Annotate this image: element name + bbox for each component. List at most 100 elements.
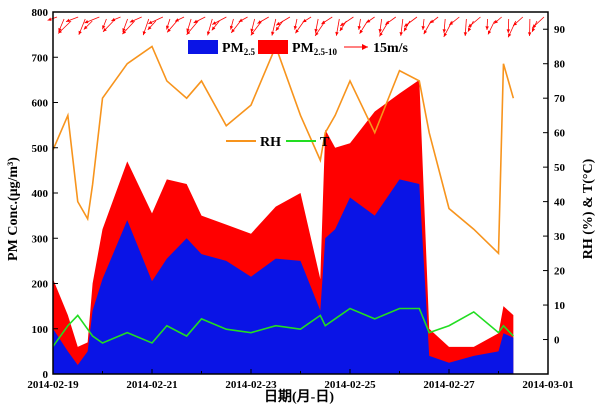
legend-label-rh: RH: [260, 135, 281, 150]
y-right-tick-label: 40: [554, 197, 566, 209]
y-left-tick-label: 0: [43, 369, 49, 381]
y-axis-right-label: RH (%) & T(°C): [581, 158, 596, 259]
wind-vector-head: [366, 19, 371, 23]
wind-vector-head: [147, 26, 152, 30]
wind-vector-head: [531, 27, 536, 32]
wind-vector-head: [315, 31, 319, 36]
wind-vector-head: [485, 26, 489, 30]
x-tick-label: 2014-03-01: [522, 379, 573, 391]
wind-vector-head: [359, 29, 363, 34]
series-pm25-area: [53, 179, 514, 374]
series-t-line: [52, 307, 514, 347]
y-left-tick-label: 500: [32, 143, 49, 155]
y-right-tick-label: 80: [554, 59, 566, 71]
y-right-tick-label: 0: [554, 335, 560, 347]
wind-vector-head: [449, 21, 454, 26]
x-tick-label: 2014-02-21: [126, 379, 177, 391]
wind-vector-head: [212, 21, 217, 25]
wind-vector-head: [165, 25, 170, 30]
wind-vector-head: [399, 32, 403, 36]
x-tick-label: 2014-02-25: [324, 379, 376, 391]
wind-vector-head: [211, 26, 216, 31]
wind-vector-head: [335, 31, 339, 36]
wind-vector-head: [111, 17, 116, 22]
legend-label-wind: 15m/s: [373, 41, 409, 56]
wind-vector-head: [122, 28, 126, 33]
wind-vector-head: [58, 29, 62, 34]
y-left-tick-label: 100: [32, 324, 49, 336]
y-left-tick-label: 300: [32, 233, 49, 245]
wind-vector-head: [238, 18, 243, 22]
y-left-tick-label: 400: [32, 188, 49, 200]
legend-top: PM2.5 PM2.5-10 15m/s: [188, 40, 409, 57]
wind-vector-head: [508, 33, 512, 38]
wind-vector-head: [186, 28, 190, 33]
wind-vector-head: [302, 18, 307, 23]
wind-vector-head: [378, 29, 382, 33]
x-axis-label: 日期(月-日): [264, 389, 334, 405]
wind-vector-head: [175, 18, 180, 22]
y-right-tick-label: 30: [554, 231, 566, 243]
wind-vector-head: [442, 29, 447, 33]
legend-label-pm25: PM2.5: [222, 41, 256, 57]
wind-vector-head: [276, 21, 281, 26]
wind-vector-head: [47, 17, 52, 21]
y-left-tick-label: 200: [32, 279, 49, 291]
legend-label-pm2510: PM2.5-10: [292, 41, 338, 57]
wind-vector-head: [293, 25, 298, 30]
x-tick-label: 2014-02-23: [225, 379, 277, 391]
wind-vector-head: [494, 19, 498, 24]
y-right-tick-label: 10: [554, 300, 566, 312]
y-left-tick-label: 600: [32, 98, 49, 110]
y-axis-left-label: PM Conc.(μg/m³): [6, 157, 21, 261]
wind-vector-head: [463, 32, 468, 36]
y-right-tick-label: 20: [554, 266, 566, 278]
wind-vector-head: [231, 28, 235, 33]
wind-vector-head: [379, 32, 383, 37]
y-left-tick-label: 700: [32, 52, 49, 64]
wind-vector-head: [148, 20, 153, 24]
wind-vector-head: [142, 31, 147, 36]
y-right-tick-label: 60: [554, 128, 566, 140]
y-right-tick-label: 50: [554, 162, 566, 174]
wind-vector-head: [167, 28, 171, 33]
wind-vector-head: [527, 32, 532, 36]
wind-vector-head: [78, 30, 82, 35]
wind-vector-head: [250, 28, 254, 33]
wind-vectors: [47, 16, 545, 38]
y-left-tick-label: 800: [32, 7, 49, 19]
wind-vector-head: [193, 19, 198, 23]
wind-vector-head: [271, 31, 275, 36]
wind-vector-head: [488, 30, 492, 35]
wind-vector-head: [403, 27, 408, 32]
wind-vector-head: [122, 30, 127, 35]
wind-vector-head: [357, 26, 362, 30]
legend-swatch-pm2510: [258, 40, 288, 54]
wind-vector-head: [103, 27, 107, 32]
x-tick-label: 2014-02-19: [27, 379, 79, 391]
wind-vector-head: [339, 27, 344, 32]
wind-vector-head: [84, 20, 89, 24]
wind-vector-head: [385, 21, 390, 25]
wind-vector-head: [340, 22, 345, 26]
wind-vector-head: [83, 25, 88, 30]
wind-vector-head: [229, 25, 234, 30]
legend-label-t: T: [320, 135, 330, 150]
x-tick-label: 2014-02-27: [423, 379, 475, 391]
wind-vector-head: [66, 18, 71, 22]
wind-vector-head: [314, 28, 318, 33]
wind-vector-head: [423, 30, 428, 35]
legend-mid: RH T: [226, 135, 330, 150]
wind-vector-head: [421, 26, 425, 30]
wind-vector-head: [102, 25, 106, 30]
series-rh-line: [52, 44, 515, 256]
wind-vector-head: [295, 29, 299, 34]
wind-vector-head: [467, 27, 472, 32]
wind-vector-head: [468, 23, 473, 28]
wind-vector-head: [275, 26, 280, 31]
legend-wind-arrowhead: [362, 44, 368, 50]
wind-vector-head: [506, 29, 511, 33]
wind-vector-head: [321, 20, 326, 25]
legend-swatch-pm25: [188, 40, 218, 54]
